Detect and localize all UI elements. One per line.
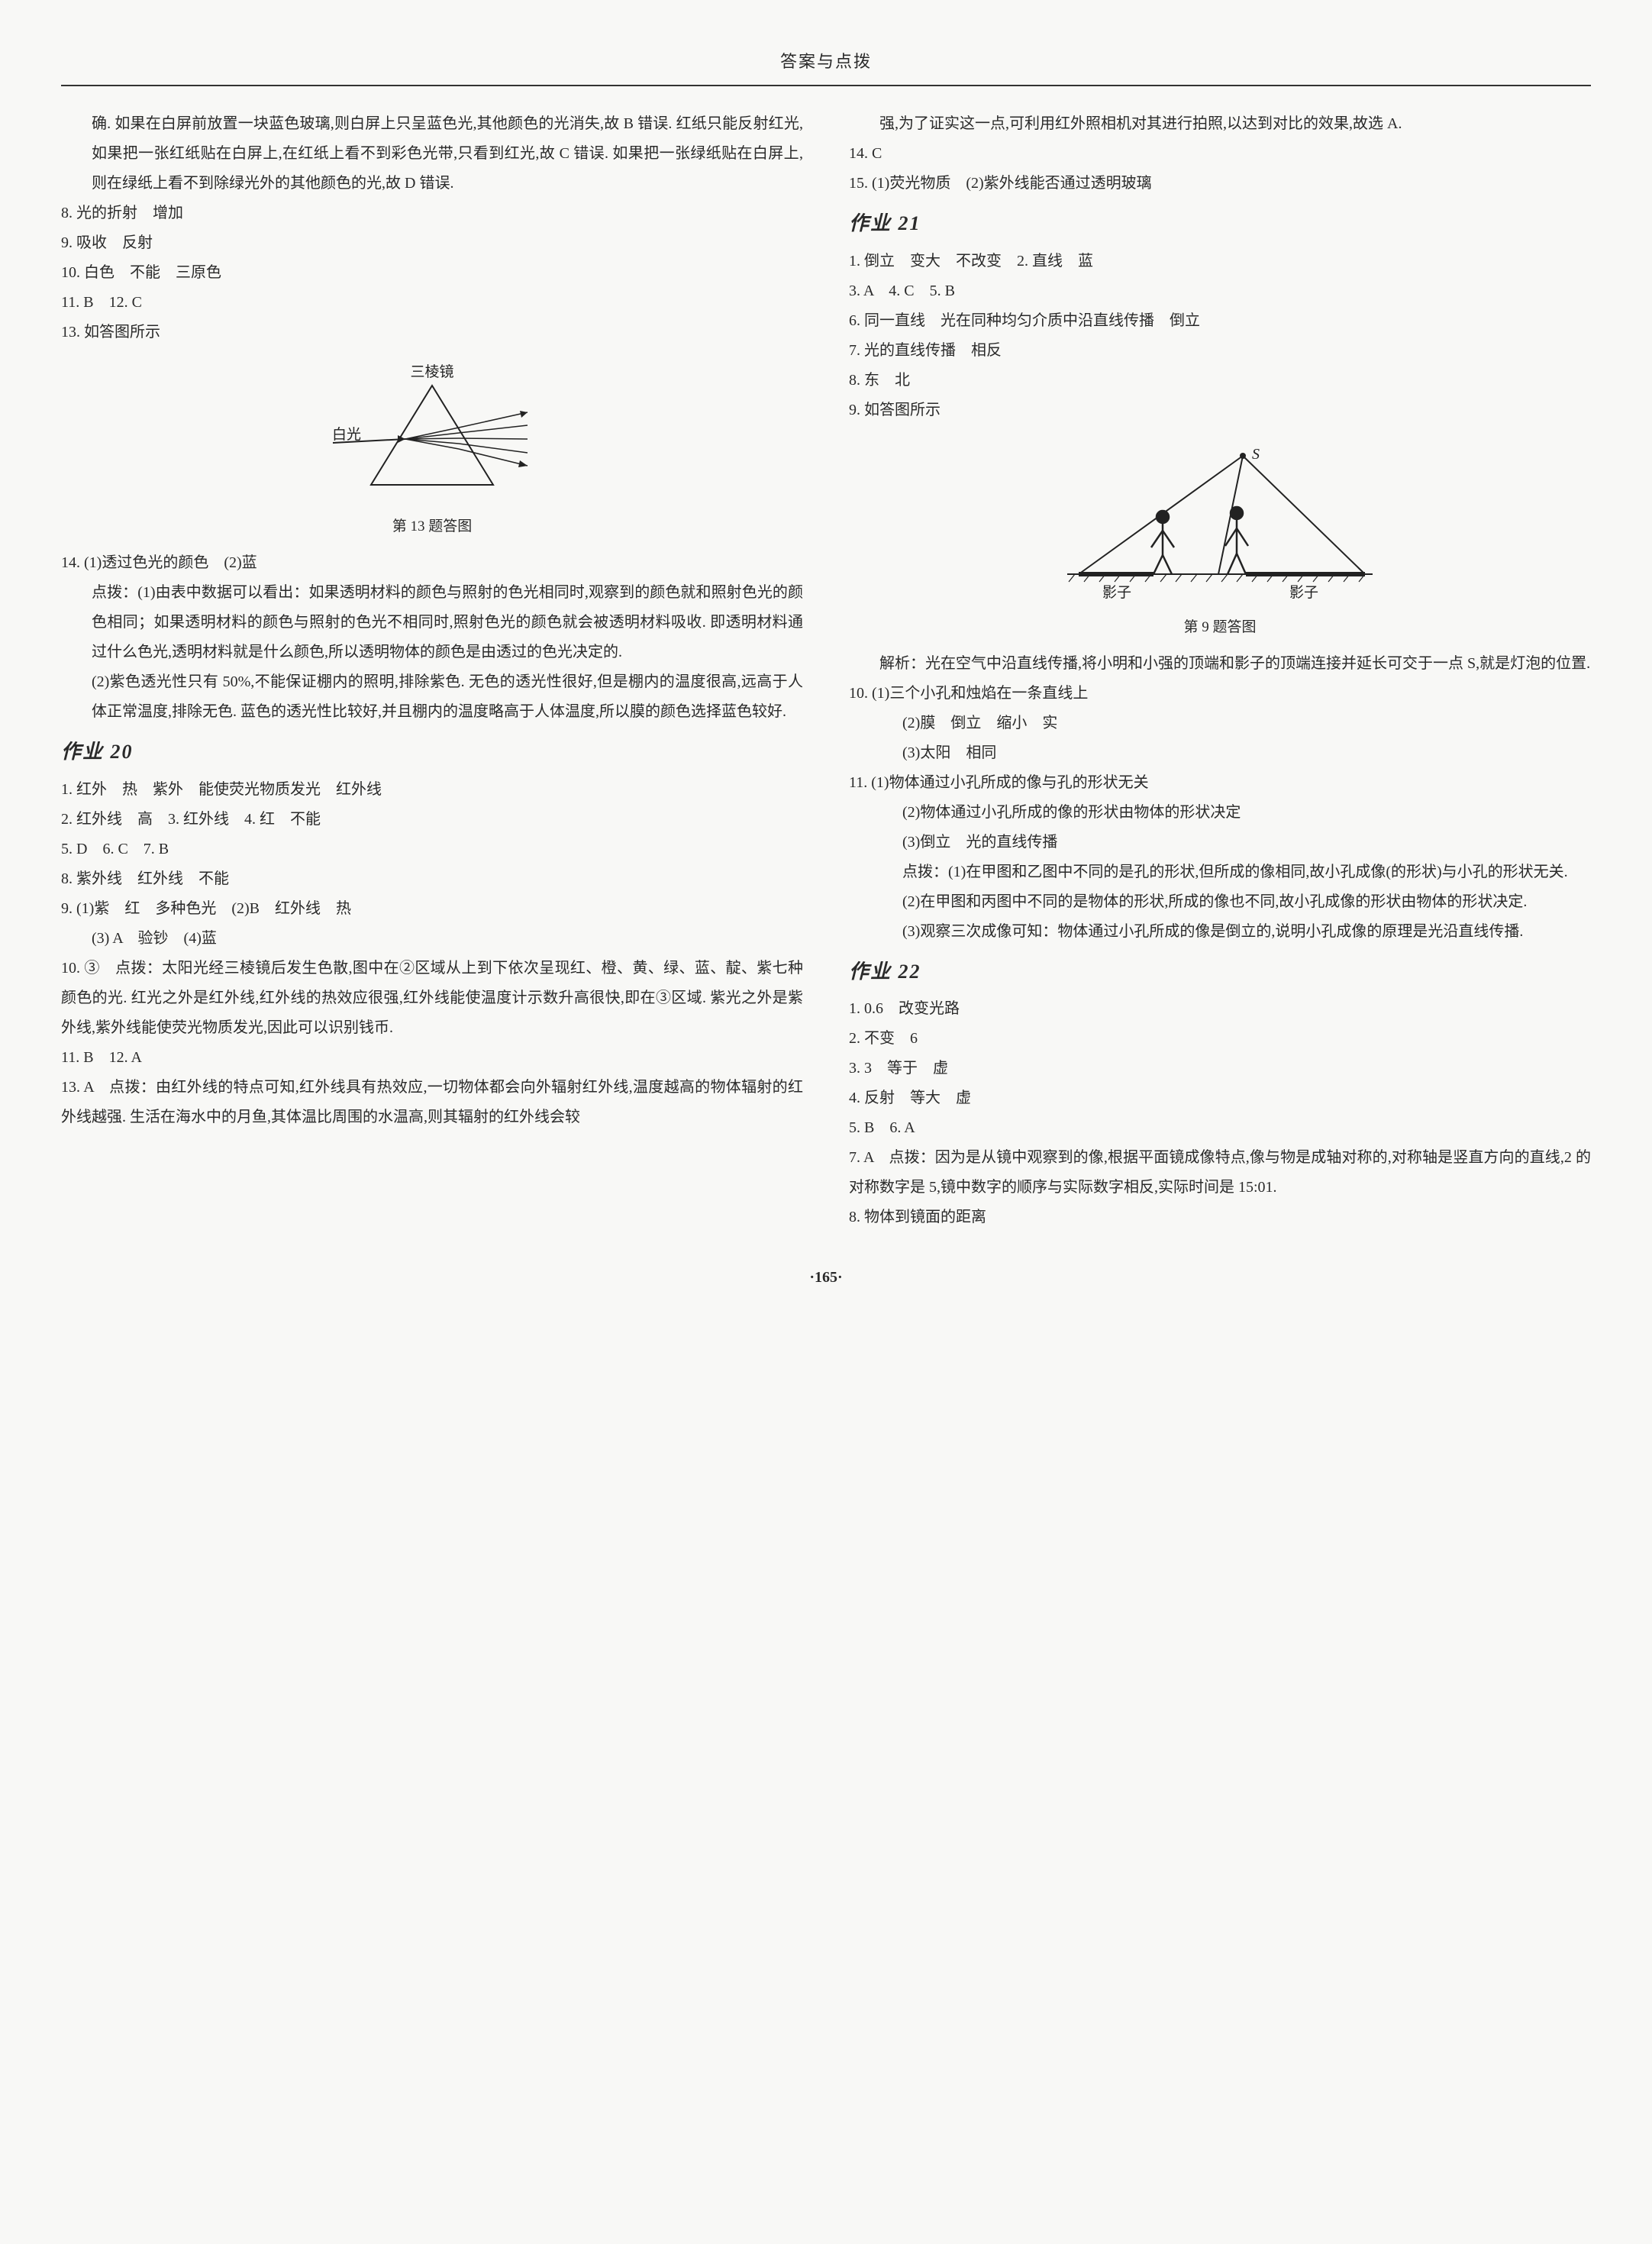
text-block: 点拨：(1)在甲图和乙图中不同的是孔的形状,但所成的像相同,故小孔成像(的形状)… (849, 857, 1591, 887)
text-block: 解析：光在空气中沿直线传播,将小明和小强的顶端和影子的顶端连接并延长可交于一点 … (849, 649, 1591, 679)
answer-line: 1. 0.6 改变光路 (849, 994, 1591, 1024)
answer-line: 13. 如答图所示 (61, 318, 803, 347)
answer-line: 3. 3 等于 虚 (849, 1054, 1591, 1083)
answer-line: 8. 东 北 (849, 366, 1591, 396)
answer-line: 6. 同一直线 光在同种均匀介质中沿直线传播 倒立 (849, 306, 1591, 336)
answer-line: 8. 物体到镜面的距离 (849, 1203, 1591, 1232)
text-block: 点拨：(1)由表中数据可以看出：如果透明材料的颜色与照射的色光相同时,观察到的颜… (61, 578, 803, 667)
section-title-22: 作业 22 (849, 953, 1591, 992)
text-block: 7. A 点拨：因为是从镜中观察到的像,根据平面镜成像特点,像与物是成轴对称的,… (849, 1143, 1591, 1203)
page-number: ·165· (61, 1263, 1591, 1293)
shadow-diagram-icon: S (1052, 441, 1388, 609)
figure-9-shadow: S (849, 441, 1591, 641)
left-column: 确. 如果在白屏前放置一块蓝色玻璃,则白屏上只呈蓝色光,其他颜色的光消失,故 B… (61, 109, 803, 1232)
right-column: 强,为了证实这一点,可利用红外照相机对其进行拍照,以达到对比的效果,故选 A. … (849, 109, 1591, 1232)
answer-line: 9. 吸收 反射 (61, 228, 803, 258)
text-block: (2)在甲图和丙图中不同的是物体的形状,所成的像也不同,故小孔成像的形状由物体的… (849, 887, 1591, 917)
answer-line: 9. (1)紫 红 多种色光 (2)B 红外线 热 (61, 894, 803, 924)
answer-line: (2)物体通过小孔所成的像的形状由物体的形状决定 (849, 798, 1591, 828)
text-block: 13. A 点拨：由红外线的特点可知,红外线具有热效应,一切物体都会向外辐射红外… (61, 1073, 803, 1132)
text-block: 强,为了证实这一点,可利用红外照相机对其进行拍照,以达到对比的效果,故选 A. (849, 109, 1591, 139)
prism-diagram-icon: 三棱镜 白光 (318, 363, 547, 508)
figure-13-prism: 三棱镜 白光 第 13 题答图 (61, 363, 803, 541)
answer-line: (3) A 验钞 (4)蓝 (61, 924, 803, 954)
answer-line: 11. B 12. A (61, 1043, 803, 1073)
shadow-label-1: 影子 (1102, 584, 1131, 601)
shadow-label-2: 影子 (1289, 584, 1318, 601)
answer-line: 5. D 6. C 7. B (61, 835, 803, 864)
answer-line: 2. 红外线 高 3. 红外线 4. 红 不能 (61, 805, 803, 835)
figure-caption: 第 9 题答图 (849, 613, 1591, 641)
text-block: (3)观察三次成像可知：物体通过小孔所成的像是倒立的,说明小孔成像的原理是光沿直… (849, 917, 1591, 947)
answer-line: (3)太阳 相同 (849, 738, 1591, 768)
figure-caption: 第 13 题答图 (61, 512, 803, 541)
text-block: 确. 如果在白屏前放置一块蓝色玻璃,则白屏上只呈蓝色光,其他颜色的光消失,故 B… (61, 109, 803, 199)
answer-line: 14. C (849, 139, 1591, 169)
section-title-20: 作业 20 (61, 733, 803, 772)
page-header: 答案与点拨 (61, 46, 1591, 86)
answer-line: (3)倒立 光的直线传播 (849, 828, 1591, 857)
prism-top-label: 三棱镜 (410, 363, 453, 380)
page-columns: 确. 如果在白屏前放置一块蓝色玻璃,则白屏上只呈蓝色光,其他颜色的光消失,故 B… (61, 109, 1591, 1232)
answer-line: 8. 光的折射 增加 (61, 199, 803, 228)
answer-line: 7. 光的直线传播 相反 (849, 336, 1591, 366)
answer-line: 15. (1)荧光物质 (2)紫外线能否通过透明玻璃 (849, 169, 1591, 199)
answer-line: 14. (1)透过色光的颜色 (2)蓝 (61, 548, 803, 578)
answer-line: 3. A 4. C 5. B (849, 276, 1591, 306)
answer-line: 2. 不变 6 (849, 1024, 1591, 1054)
answer-line: 4. 反射 等大 虚 (849, 1083, 1591, 1113)
answer-line: 10. 白色 不能 三原色 (61, 258, 803, 288)
white-light-label: 白光 (332, 426, 361, 443)
answer-line: 9. 如答图所示 (849, 396, 1591, 425)
answer-line: 11. (1)物体通过小孔所成的像与孔的形状无关 (849, 768, 1591, 798)
answer-line: 10. (1)三个小孔和烛焰在一条直线上 (849, 679, 1591, 709)
answer-line: 1. 红外 热 紫外 能使荧光物质发光 红外线 (61, 775, 803, 805)
answer-line: 11. B 12. C (61, 288, 803, 318)
text-block: 10. ③ 点拨：太阳光经三棱镜后发生色散,图中在②区域从上到下依次呈现红、橙、… (61, 954, 803, 1043)
answer-line: 1. 倒立 变大 不改变 2. 直线 蓝 (849, 247, 1591, 276)
point-s-label: S (1252, 446, 1260, 463)
answer-line: 8. 紫外线 红外线 不能 (61, 864, 803, 894)
answer-line: (2)膜 倒立 缩小 实 (849, 709, 1591, 738)
text-block: (2)紫色透光性只有 50%,不能保证棚内的照明,排除紫色. 无色的透光性很好,… (61, 667, 803, 727)
section-title-21: 作业 21 (849, 205, 1591, 244)
answer-line: 5. B 6. A (849, 1113, 1591, 1143)
